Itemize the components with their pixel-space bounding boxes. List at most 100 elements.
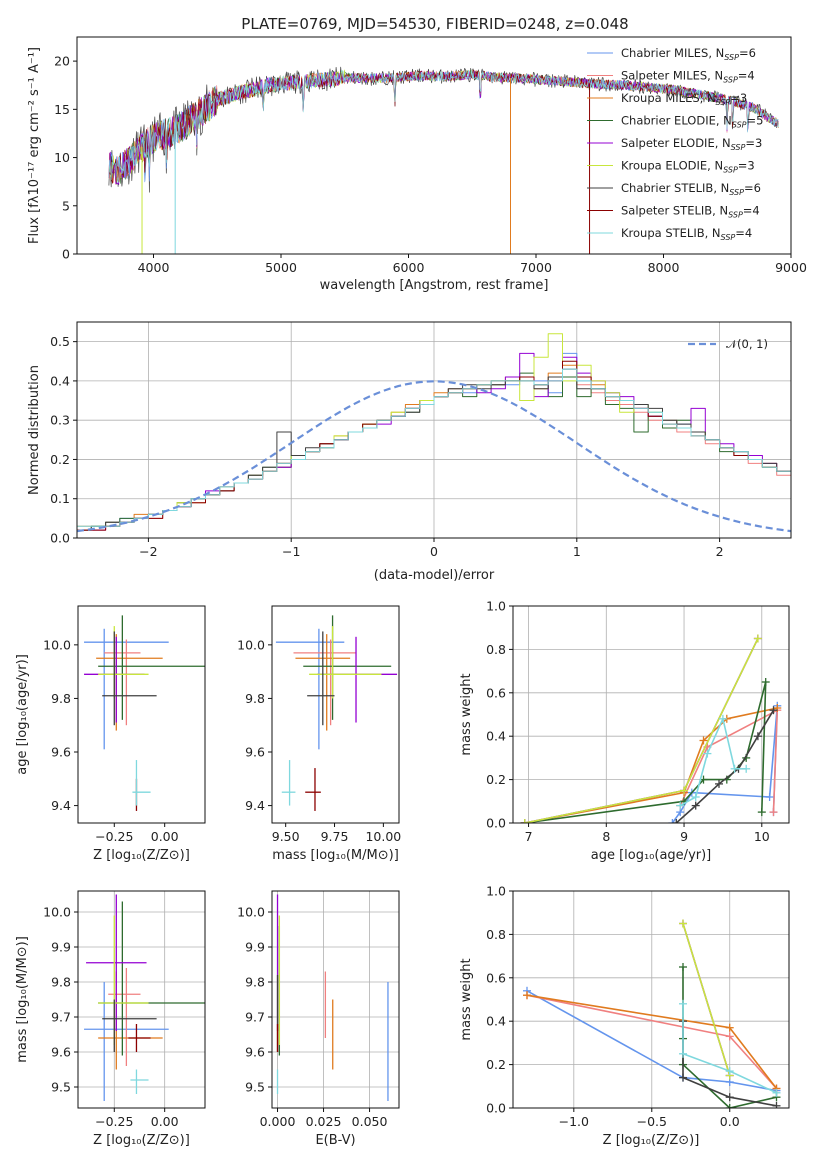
- x-tick-label: −0.5: [637, 1114, 667, 1129]
- y-axis-label: Flux [fλ10⁻¹⁷ erg cm⁻² s⁻¹ A⁻¹]: [27, 47, 42, 244]
- y-tick-label: 9.8: [51, 975, 71, 990]
- legend-label-count: =5: [747, 114, 764, 128]
- y-tick-label: 5: [62, 198, 70, 213]
- y-tick-label: 10.0: [43, 905, 71, 920]
- plot-area: [276, 894, 389, 1101]
- x-axis-label: (data-model)/error: [374, 568, 495, 583]
- legend-label-sub: SSP: [716, 98, 731, 107]
- y-tick-label: 20: [54, 54, 70, 69]
- y-tick-label: 0.6: [486, 685, 506, 700]
- y-tick-label: 0.8: [486, 927, 506, 942]
- legend-label: 𝒩(0, 1): [726, 337, 768, 351]
- y-tick-label: 0.4: [50, 373, 70, 388]
- spectrum-line: [108, 69, 779, 183]
- x-tick-label: 0.0: [720, 1114, 740, 1129]
- legend-label-count: =6: [744, 181, 761, 195]
- residual-histogram-axes: −2 −1 0 1 2 0.0 0.1 0.2 0.3 0.4 0.5 (data-model)/er…: [27, 321, 792, 583]
- legend-label-name: Chabrier STELIB, N: [621, 181, 729, 195]
- massweight-vs-metallicity-axes: −1.0 −0.5 0.0 0.0 0.2 0.4 0.6 0.8 1.0 Z [log₁₀(Z/…: [459, 884, 790, 1148]
- y-tick-label: 0.2: [50, 452, 70, 467]
- weight-line: [682, 923, 731, 1076]
- plot-area: [523, 919, 781, 1108]
- legend-label: Chabrier STELIB, NSSP=6: [621, 181, 761, 197]
- legend-label-name: Salpeter STELIB, N: [621, 204, 728, 218]
- x-tick-label: 0.00: [151, 829, 179, 844]
- x-tick-label: 7: [525, 829, 533, 844]
- grid-lines: [272, 891, 399, 1108]
- weight-line: [675, 709, 775, 823]
- plot-area: [84, 894, 205, 1101]
- spectrum-line: [108, 69, 779, 184]
- y-tick-label: 0.2: [486, 1057, 506, 1072]
- x-tick-label: 10: [754, 829, 770, 844]
- axes-frame: [512, 605, 790, 824]
- legend-label-sub: SSP: [732, 121, 747, 130]
- legend-label: Chabrier MILES, NSSP=6: [621, 46, 756, 62]
- y-tick-label: 10.0: [237, 637, 265, 652]
- x-tick-label: 5000: [265, 260, 297, 275]
- y-tick-label: 0.4: [486, 729, 506, 744]
- plot-area: [275, 615, 398, 811]
- x-tick-label: −2: [139, 544, 157, 559]
- y-axis-label: mass [log₁₀(M/M⊙)]: [15, 936, 30, 1063]
- x-axis-label: wavelength [Angstrom, rest frame]: [320, 278, 549, 293]
- legend-label-name: Kroupa ELODIE, N: [621, 159, 723, 173]
- legend-label: Salpeter STELIB, NSSP=4: [621, 204, 760, 220]
- legend-label-sub: SSP: [721, 233, 736, 242]
- x-tick-label: 2: [716, 544, 724, 559]
- histogram-step: [77, 333, 791, 538]
- axes-frame: [512, 890, 790, 1109]
- y-tick-label: 0.0: [50, 531, 70, 546]
- x-tick-label: 0.050: [352, 1114, 388, 1129]
- legend-label-sub: SSP: [729, 188, 744, 197]
- age-vs-mass-axes: 9.50 9.75 10.00 9.4 9.6 9.8 10.0 mass [log₁₀(M/…: [237, 605, 401, 863]
- legend-label-name: Kroupa STELIB, N: [621, 226, 721, 240]
- legend-label-name: Salpeter ELODIE, N: [621, 136, 731, 150]
- y-tick-label: 10: [54, 150, 70, 165]
- weight-line: [526, 990, 777, 1092]
- legend-label: Salpeter ELODIE, NSSP=3: [621, 136, 762, 152]
- axes-frame: [77, 605, 206, 824]
- plot-area: [520, 634, 782, 823]
- plot-area: [84, 615, 205, 811]
- age-vs-metallicity-axes: −0.25 0.00 9.4 9.6 9.8 10.0 Z [log₁₀(Z/Z⊙)] age…: [15, 605, 206, 863]
- x-tick-label: 9.50: [272, 829, 300, 844]
- x-tick-label: 0.00: [151, 1114, 179, 1129]
- legend-label-sub: SSP: [723, 76, 738, 85]
- x-tick-label: −0.25: [95, 1114, 133, 1129]
- legend-label-count: =3: [730, 91, 747, 105]
- y-tick-label: 0.6: [486, 970, 506, 985]
- y-tick-label: 9.9: [245, 940, 265, 955]
- grid-lines: [77, 322, 791, 539]
- weight-line: [524, 638, 759, 823]
- grid-lines: [78, 891, 205, 1108]
- x-tick-label: 8: [602, 829, 610, 844]
- y-tick-label: 9.4: [245, 798, 265, 813]
- y-tick-label: 9.6: [51, 1045, 71, 1060]
- axes-frame: [271, 890, 400, 1109]
- axes-frame: [76, 36, 792, 255]
- y-tick-label: 0.2: [486, 772, 506, 787]
- legend-label-count: =4: [743, 204, 760, 218]
- legend-label-count: =4: [735, 226, 752, 240]
- y-tick-label: 1.0: [486, 599, 506, 614]
- x-axis-label: Z [log₁₀(Z/Z⊙)]: [93, 1133, 190, 1148]
- legend-label-count: =4: [738, 69, 755, 83]
- x-tick-label: 7000: [520, 260, 552, 275]
- x-tick-label: 8000: [648, 260, 680, 275]
- weight-line: [679, 709, 779, 813]
- legend-label-count: =3: [738, 159, 755, 173]
- y-tick-label: 9.8: [245, 691, 265, 706]
- y-tick-label: 9.5: [245, 1080, 265, 1095]
- x-tick-label: 0: [430, 544, 438, 559]
- x-tick-label: 0.000: [260, 1114, 296, 1129]
- legend-label-sub: SSP: [724, 53, 739, 62]
- y-tick-label: 0: [62, 247, 70, 262]
- mass-vs-ebv-axes: 0.000 0.025 0.050 9.5 9.6 9.7 9.8 9.9 10.0 E(B-V): [237, 890, 400, 1148]
- x-tick-label: −1: [282, 544, 300, 559]
- x-axis-label: E(B-V): [315, 1133, 355, 1148]
- axes-frame: [77, 890, 206, 1109]
- legend-label-count: =3: [745, 136, 762, 150]
- y-tick-label: 9.7: [51, 1010, 71, 1025]
